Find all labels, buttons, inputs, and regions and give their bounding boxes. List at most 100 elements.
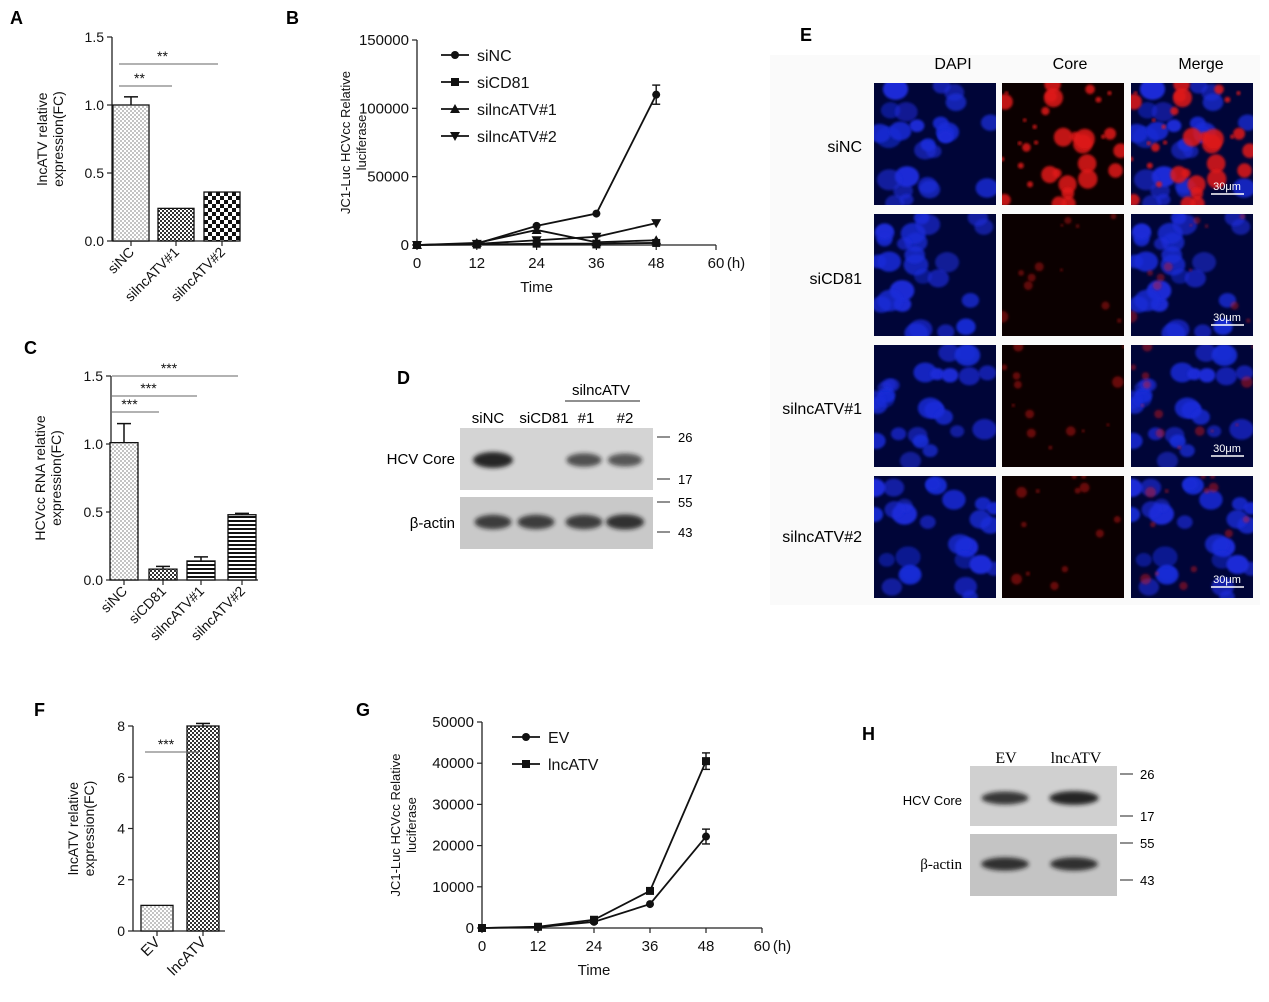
nucleus <box>876 169 902 191</box>
scale-bar-label: 30μm <box>1213 312 1241 324</box>
legend-marker <box>451 51 459 59</box>
core-signal <box>1206 154 1226 173</box>
y-tick-label: 100000 <box>359 100 409 117</box>
nucleus <box>1161 323 1186 336</box>
nucleus <box>925 477 941 491</box>
nucleus <box>914 140 937 160</box>
core-signal <box>1025 571 1031 576</box>
western-blot-h: EV lncATV HCV Core β-actin 26 17 55 43 <box>903 750 1154 896</box>
nucleus <box>1237 114 1253 131</box>
core-signal <box>1163 140 1168 145</box>
nucleus <box>934 409 953 425</box>
y-tick-label: 0 <box>117 923 125 939</box>
x-tick-label: 48 <box>698 938 715 955</box>
legend-label: lncATV <box>548 757 599 774</box>
y-tick-label: 8 <box>117 718 125 734</box>
y-axis-label: JC1-Luc HCVcc Relative <box>338 71 353 214</box>
nucleus <box>890 427 907 441</box>
core-signal <box>1002 310 1009 323</box>
y-tick-label: 6 <box>117 769 125 785</box>
microscopy-row-label: silncATV#2 <box>782 529 862 546</box>
data-point <box>592 209 601 218</box>
nucleus <box>930 368 945 381</box>
blot-marker: 17 <box>1140 809 1154 824</box>
nucleus <box>1191 409 1210 425</box>
core-signal <box>1050 581 1059 591</box>
core-signal <box>1012 372 1021 380</box>
nucleus <box>1171 140 1194 160</box>
x-tick-label: siNC <box>104 244 137 277</box>
data-point <box>651 219 662 229</box>
core-signal <box>1200 476 1206 480</box>
nucleus <box>969 509 992 529</box>
panel-label-d: D <box>397 368 410 388</box>
blot-band <box>981 857 1029 871</box>
core-signal <box>1002 156 1005 162</box>
microscopy-tile: 30μm <box>1131 345 1253 467</box>
nucleus <box>938 345 960 362</box>
nucleus <box>1199 489 1223 510</box>
core-signal <box>1164 489 1169 494</box>
y-axis-label: expression(FC) <box>81 781 97 877</box>
legend-label: siNC <box>477 48 512 65</box>
microscopy-tile <box>874 345 996 467</box>
core-signal <box>1152 281 1162 291</box>
significance-label: *** <box>121 396 138 412</box>
core-signal <box>1002 364 1008 371</box>
nucleus <box>1226 509 1249 529</box>
nucleus <box>874 123 891 143</box>
microscopy-column-label: DAPI <box>934 56 971 73</box>
nucleus <box>1171 268 1190 284</box>
microscopy-row-label: silncATV#1 <box>782 401 862 418</box>
core-signal <box>1064 216 1072 224</box>
x-unit-label: (h) <box>773 938 791 955</box>
data-point <box>646 900 654 909</box>
microscopy-row-label: siNC <box>827 139 862 156</box>
core-signal <box>1107 90 1112 96</box>
microscopy-tile <box>874 83 996 205</box>
core-signal <box>1170 106 1179 116</box>
nucleus <box>937 130 954 144</box>
core-signal <box>1104 127 1117 140</box>
data-point <box>534 922 542 931</box>
series-line <box>481 835 707 929</box>
y-tick-label: 0.5 <box>85 165 105 181</box>
core-signal <box>1032 124 1037 130</box>
chart-a: 0.0 0.5 1.0 1.5 lncATV relative expression(FC… <box>34 29 241 304</box>
nucleus <box>1172 214 1198 235</box>
blot-lane-label: #2 <box>617 410 634 427</box>
blot-marker: 43 <box>678 525 692 540</box>
y-tick-label: 0.0 <box>84 572 104 588</box>
core-signal <box>1041 166 1059 184</box>
core-signal <box>1156 181 1163 188</box>
core-signal <box>1146 162 1153 169</box>
nucleus <box>1194 324 1212 336</box>
nucleus <box>1229 418 1253 440</box>
blot-lane-label: EV <box>995 750 1017 767</box>
nucleus <box>1213 318 1233 336</box>
core-signal <box>1131 193 1140 205</box>
core-signal <box>1251 345 1253 349</box>
x-unit-label: (h) <box>727 255 745 272</box>
nucleus <box>956 318 976 336</box>
core-signal <box>1013 345 1024 352</box>
microscopy-tile: 30μm <box>1131 83 1253 205</box>
y-tick-label: 1.5 <box>84 368 104 384</box>
core-signal <box>1207 169 1227 189</box>
nucleus <box>1141 501 1162 519</box>
nucleus <box>1131 123 1148 143</box>
core-signal <box>1022 118 1027 122</box>
core-signal <box>1026 428 1036 438</box>
nucleus <box>1187 368 1202 381</box>
core-signal <box>1172 88 1193 108</box>
core-signal <box>1065 426 1076 436</box>
nucleus <box>941 368 959 383</box>
core-signal <box>1075 224 1080 229</box>
blot-band <box>517 514 555 530</box>
nucleus <box>913 362 937 383</box>
core-signal <box>1146 141 1151 146</box>
core-signal <box>1110 214 1117 220</box>
legend-label: silncATV#2 <box>477 129 557 146</box>
core-signal <box>1043 88 1064 108</box>
nucleus <box>1176 515 1193 529</box>
